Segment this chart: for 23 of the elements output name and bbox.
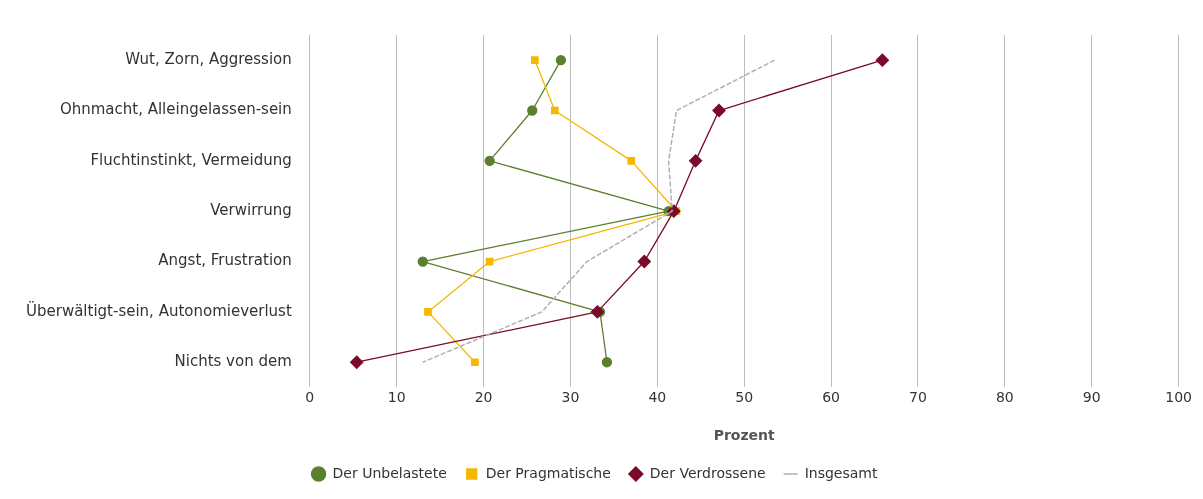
x-tick-label: 50 — [735, 389, 754, 406]
y-tick-label: Angst, Frustration — [158, 251, 292, 270]
y-tick-label: Nichts von dem — [174, 352, 292, 371]
legend-label: Der Verdrossene — [649, 464, 766, 481]
y-tick-label: Verwirrung — [210, 201, 292, 220]
legend-label: Der Unbelastete — [332, 464, 447, 481]
x-axis-title: Prozent — [713, 427, 776, 444]
legend-label: Der Pragmatische — [485, 464, 611, 481]
x-tick-label: 60 — [822, 389, 841, 406]
y-tick-label: Ohnmacht, Alleingelassen-sein — [59, 100, 292, 119]
x-tick-label: 80 — [995, 389, 1014, 406]
x-tick-label: 10 — [387, 389, 406, 406]
x-tick-label: 90 — [1082, 389, 1101, 406]
legend-label: Insgesamt — [804, 464, 878, 481]
y-tick-label: Fluchtinstinkt, Vermeidung — [90, 150, 292, 169]
x-tick-label: 40 — [648, 389, 667, 406]
x-tick-label: 70 — [909, 389, 927, 406]
y-tick-label: Überwältigt-sein, Autonomieverlust — [25, 300, 292, 320]
x-tick-label: 0 — [305, 389, 315, 406]
y-tick-label: Wut, Zorn, Aggression — [125, 50, 292, 69]
x-tick-label: 20 — [474, 389, 493, 406]
x-tick-label: 100 — [1165, 389, 1193, 406]
x-tick-label: 30 — [561, 389, 580, 406]
